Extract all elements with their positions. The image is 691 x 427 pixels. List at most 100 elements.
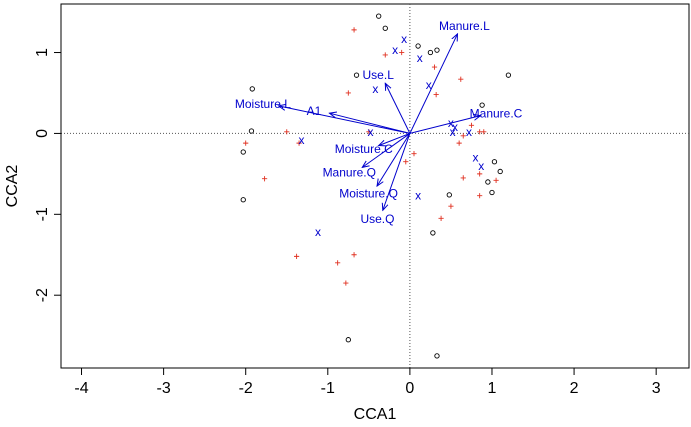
site-point — [434, 47, 440, 53]
biplot-arrow — [279, 106, 410, 134]
biplot-arrow — [362, 133, 411, 167]
site-point — [353, 72, 360, 78]
centroid-point: x — [426, 78, 432, 92]
y-tick-label: 1 — [34, 48, 51, 57]
biplot-arrow-label: Use.Q — [360, 212, 394, 226]
biplot-arrow — [385, 83, 411, 134]
species-point — [458, 76, 464, 82]
site-point — [485, 179, 491, 185]
species-point — [460, 133, 466, 139]
x-tick-label: 1 — [488, 380, 497, 397]
species-point — [351, 252, 357, 258]
site-point — [430, 230, 436, 236]
x-tick-label: -4 — [74, 380, 88, 397]
species-point — [411, 151, 417, 157]
centroid-point: x — [466, 125, 472, 139]
centroid-point: x — [401, 32, 407, 46]
y-axis: -2 -1 0 1 — [34, 48, 62, 302]
species-point — [345, 90, 351, 96]
centroid-point: x — [473, 151, 479, 165]
site-point — [376, 13, 382, 19]
site-point — [249, 86, 255, 92]
species-point — [481, 129, 487, 135]
biplot-arrow — [409, 116, 481, 134]
centroid-point: x — [315, 225, 321, 239]
species-point — [343, 280, 349, 286]
species-point — [399, 49, 405, 56]
site-point — [415, 43, 421, 49]
species-point — [433, 91, 439, 98]
centroid-point: x — [392, 43, 398, 57]
site-point — [240, 149, 246, 155]
species-point — [448, 203, 454, 209]
species-point — [335, 260, 341, 266]
biplot-arrow-label: Manure.C — [470, 106, 523, 120]
y-axis-title: CCA2 — [4, 165, 21, 208]
x-axis: -4 -3 -2 -1 0 1 2 3 — [74, 367, 661, 397]
species-point — [456, 140, 462, 146]
x-tick-label: -2 — [239, 380, 253, 397]
biplot-arrow — [329, 113, 411, 134]
species-point — [438, 215, 444, 221]
centroid-point: x — [478, 159, 484, 173]
species-points — [243, 27, 499, 286]
x-tick-label: -1 — [321, 380, 335, 397]
biplot-arrow — [377, 133, 411, 186]
species-point — [477, 171, 483, 177]
species-point — [468, 122, 475, 128]
species-point — [243, 140, 249, 146]
centroid-point: x — [367, 125, 373, 139]
site-point — [479, 102, 485, 108]
biplot-arrow — [383, 133, 411, 210]
x-tick-label: -3 — [156, 380, 170, 397]
species-point — [261, 176, 268, 182]
centroid-point: x — [372, 82, 378, 96]
biplot-arrow-label: Moisture.C — [335, 142, 393, 156]
biplot-arrow-label: Manure.Q — [323, 166, 376, 180]
biplot-arrow — [409, 34, 458, 134]
biplot-arrow-label: Use.L — [363, 68, 395, 82]
x-tick-label: 0 — [405, 380, 414, 397]
biplot-arrow-label: A1 — [307, 104, 322, 118]
site-point — [427, 49, 434, 56]
biplot-arrow-label: Moisture.L — [235, 97, 291, 111]
site-point — [446, 192, 452, 198]
site-points — [240, 13, 512, 359]
centroid-point: x — [299, 133, 305, 147]
x-tick-label: 2 — [570, 380, 579, 397]
centroid-point: x — [450, 125, 456, 139]
biplot-arrows: Manure.L Use.L Moisture.L A1 Manure.C Moistur… — [235, 19, 523, 226]
site-point — [505, 72, 512, 78]
x-tick-label: 3 — [652, 380, 661, 397]
species-point — [431, 64, 438, 70]
species-point — [294, 253, 300, 259]
biplot-arrow — [379, 132, 411, 145]
x-axis-title: CCA1 — [354, 406, 397, 423]
site-point — [491, 159, 498, 165]
site-point — [345, 337, 351, 343]
site-point — [382, 25, 388, 31]
species-point — [366, 129, 372, 135]
centroid-point: x — [415, 189, 421, 203]
y-tick-label: 0 — [34, 129, 51, 138]
centroid-point: x — [417, 51, 423, 65]
centroid-point: x — [452, 120, 458, 134]
y-tick-label: -2 — [34, 288, 51, 302]
site-point — [489, 189, 495, 196]
species-point — [284, 129, 290, 135]
species-point — [296, 140, 302, 146]
species-point — [403, 159, 409, 165]
site-point — [248, 128, 255, 134]
species-point — [477, 193, 483, 199]
y-tick-label: -1 — [34, 207, 51, 221]
species-point — [382, 52, 388, 58]
species-point — [351, 27, 357, 33]
biplot-arrow-label: Moisture.Q — [339, 187, 398, 201]
species-point — [460, 175, 466, 181]
species-point — [493, 177, 499, 183]
site-point — [240, 197, 246, 203]
site-point — [434, 353, 440, 359]
site-point — [497, 168, 503, 175]
